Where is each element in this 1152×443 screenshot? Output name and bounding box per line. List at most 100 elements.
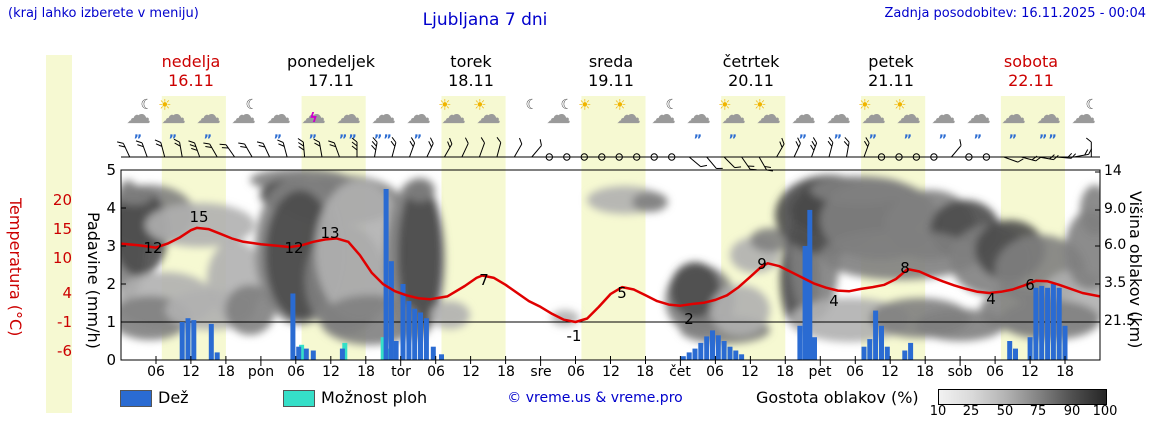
calm-wind-icon — [668, 153, 676, 161]
cloud-density-label: Gostota oblakov (%) — [756, 388, 919, 407]
wind-barb-icon — [496, 137, 502, 158]
cloud-blob — [820, 230, 980, 280]
moon-icon: ☾ — [665, 97, 678, 113]
cloud-icon: ☁ — [161, 100, 186, 129]
shower-bar — [380, 337, 386, 360]
cloud-icon: ☁ — [651, 100, 676, 129]
precip-tick-label: 2 — [106, 275, 116, 293]
cloud-density-scale — [938, 389, 1107, 405]
density-tick-label: 90 — [1063, 404, 1081, 419]
weather-icon: ☁ „ — [681, 98, 716, 140]
wind-barb-icon — [256, 141, 271, 158]
rain-bar — [721, 341, 727, 360]
temperature-line — [121, 226, 1100, 324]
wind-barb-icon — [117, 141, 131, 158]
rain-icon: „ — [693, 126, 704, 141]
wind-barb-icon — [758, 156, 774, 172]
time-tick-label: tor — [391, 364, 411, 380]
day-name: sreda — [588, 52, 634, 71]
weather-icon: ☾ ☁ — [646, 98, 681, 140]
cloud-icon: ☁ — [1071, 100, 1096, 129]
rain-bar — [884, 346, 890, 360]
cloud-blob — [405, 178, 435, 202]
sun-icon: ☀ — [718, 96, 732, 114]
day-date: 20.11 — [728, 71, 774, 90]
time-tick-label: 18 — [776, 364, 794, 380]
rain-icon: „ — [798, 126, 809, 141]
wind-barb-icon — [723, 156, 742, 169]
cloud-icon: ☁ — [406, 100, 431, 129]
daylight-band — [581, 96, 646, 360]
temp-tick-label: 20 — [52, 191, 72, 209]
weather-icon: ☁ „ — [821, 98, 856, 140]
rain-bar — [185, 318, 191, 360]
precip-tick-label: 4 — [106, 199, 116, 217]
temperature-value-label: 2 — [684, 310, 694, 328]
rain-bar — [303, 348, 309, 360]
cloud-icon: ☁ — [686, 100, 711, 129]
temperature-axis-label: Temperatura (°C) — [6, 197, 25, 337]
location-hint: (kraj lahko izberete v meniju) — [8, 6, 199, 21]
cloud-icon: ☁ — [371, 100, 396, 129]
time-tick-label: 18 — [217, 364, 235, 380]
time-tick-label: 18 — [357, 364, 375, 380]
rain-bar — [418, 312, 423, 360]
rain-swatch — [120, 390, 152, 407]
time-tick-label: 06 — [427, 364, 445, 380]
rain-bar — [692, 348, 698, 360]
time-tick-label: 06 — [147, 364, 165, 380]
calm-wind-icon — [633, 153, 641, 161]
wind-barb-icon — [371, 137, 378, 158]
wind-barb-icon — [827, 137, 834, 158]
rain-bar — [1007, 341, 1013, 360]
wind-barb-icon — [328, 140, 340, 158]
calm-wind-icon — [615, 153, 623, 161]
weather-icon: ☁ „„ — [1031, 98, 1066, 140]
cloud-icon: ☁ — [196, 100, 221, 129]
cloud-blob — [810, 176, 910, 204]
precip-tick-label: 0 — [106, 351, 116, 369]
calm-wind-icon — [563, 153, 571, 161]
rain-bar — [908, 342, 914, 360]
moon-icon: ☾ — [525, 97, 538, 113]
time-tick-label: pet — [808, 364, 832, 380]
rain-bar — [208, 323, 214, 360]
weather-icon: ☀ ☁ „ — [156, 98, 191, 141]
wind-barb-icon — [741, 156, 757, 171]
sun-icon: ☀ — [858, 96, 872, 114]
rain-bar — [1056, 287, 1062, 360]
day-name: petek — [868, 52, 914, 71]
rain-bar — [704, 336, 710, 360]
cloud-icon: ☁ — [301, 100, 326, 129]
weather-icon: ☁ „„ — [366, 98, 401, 140]
copyright-link[interactable]: © vreme.us & vreme.pro — [507, 390, 683, 406]
precip-axis-label: Padavine (mm/h) — [84, 211, 103, 349]
rain-bar — [727, 346, 733, 360]
weather-icon: ☁ „„ — [331, 98, 366, 140]
day-name: nedelja — [161, 52, 221, 71]
cloud-icon: ☁ — [966, 100, 991, 129]
calm-wind-icon — [982, 153, 991, 161]
wind-barb-icon — [688, 156, 708, 168]
cloud-height-tick-label: 9.0 — [1104, 201, 1127, 217]
moon-icon: ☾ — [560, 97, 573, 113]
temp-tick-label: 10 — [52, 249, 72, 267]
rain-bar — [739, 354, 745, 360]
rain-legend-label: Dež — [158, 388, 189, 407]
wind-barb-icon — [1085, 137, 1092, 157]
rain-icon: „ — [973, 126, 984, 141]
cloud-icon: ☁ — [896, 100, 921, 129]
wind-barb-icon — [426, 137, 434, 158]
time-tick-label: 18 — [1056, 364, 1074, 380]
temperature-value-label: 7 — [479, 271, 489, 289]
rain-bar — [290, 293, 296, 360]
temperature-value-label: 15 — [189, 208, 209, 226]
rain-bar — [710, 330, 715, 360]
shower-bar — [299, 344, 305, 360]
wind-barb-icon — [203, 142, 218, 158]
calm-wind-icon — [580, 153, 588, 161]
density-tick-label: 100 — [1092, 404, 1118, 419]
calm-wind-icon — [545, 153, 553, 161]
cloud-blob — [750, 228, 790, 252]
